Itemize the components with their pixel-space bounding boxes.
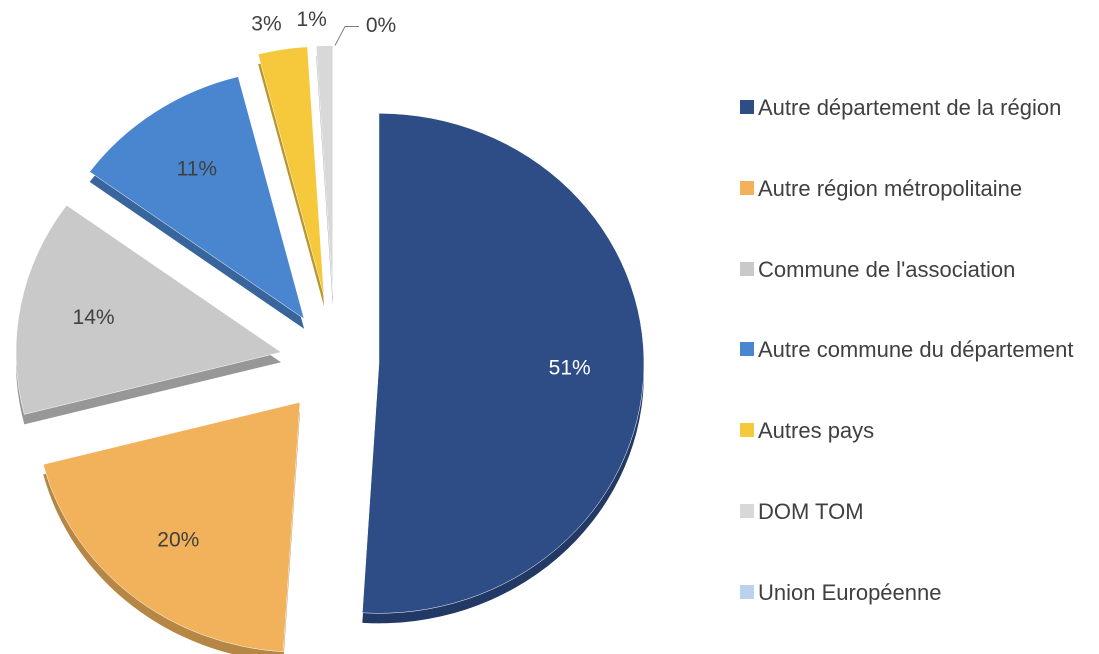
legend-label: Autre commune du département [758, 337, 1074, 363]
data-label: 0% [366, 14, 396, 37]
legend-label: DOM TOM [758, 499, 864, 524]
pie-area: 51% 20% 14% 11% 3% 1% 0% [15, 8, 645, 654]
slice [362, 113, 645, 614]
legend-swatch [740, 261, 754, 276]
legend-item: Autre commune du département [740, 332, 1090, 367]
legend-swatch [740, 504, 754, 518]
legend-item: Commune de l'association [740, 252, 1090, 287]
slice [89, 76, 305, 320]
data-label: 11% [177, 157, 217, 180]
legend-swatch [740, 342, 754, 357]
slice [315, 45, 334, 296]
legend-item: DOM TOM [740, 494, 1090, 529]
legend-item: Autres pays [740, 413, 1090, 448]
legend-item: Autre région métropolitaine [740, 171, 1090, 206]
slice [257, 46, 325, 297]
legend-swatch [740, 100, 754, 114]
legend-swatch [740, 423, 754, 438]
legend-label: Commune de l'association [758, 256, 1016, 282]
legend-item: Union Européenne [740, 575, 1090, 610]
legend-swatch [740, 584, 754, 599]
slice [15, 204, 282, 415]
data-label: 14% [73, 306, 115, 329]
data-label: 51% [549, 357, 591, 380]
legend-label: Autre département de la région [758, 95, 1062, 120]
data-label: 3% [251, 12, 281, 35]
data-label: 20% [157, 528, 199, 551]
slice [42, 401, 301, 653]
legend-label: Autres pays [758, 418, 875, 444]
legend-item: Autre département de la région [740, 90, 1090, 125]
legend-swatch [740, 180, 754, 195]
legend-label: Autre région métropolitaine [758, 175, 1023, 201]
leader-line [334, 26, 359, 46]
legend-label: Union Européenne [758, 579, 942, 605]
data-label: 1% [296, 8, 326, 31]
